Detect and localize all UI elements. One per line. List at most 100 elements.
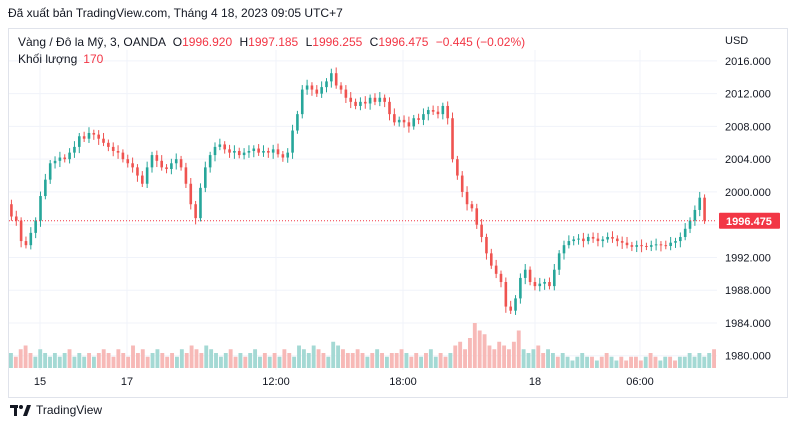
candle-body bbox=[257, 148, 260, 153]
candle-body bbox=[489, 253, 493, 266]
candle-body bbox=[533, 282, 537, 287]
volume-bar bbox=[687, 353, 692, 368]
candle-body bbox=[422, 114, 425, 120]
volume-bar bbox=[526, 353, 531, 368]
candle-body bbox=[363, 101, 367, 104]
volume-bar bbox=[189, 345, 194, 368]
y-tick-label: 1984.000 bbox=[725, 318, 771, 330]
candle-body bbox=[170, 163, 173, 170]
volume-bar bbox=[599, 356, 604, 368]
volume-bar bbox=[692, 356, 697, 368]
close-label: C bbox=[369, 35, 379, 49]
candle-body bbox=[97, 134, 100, 139]
candle-body bbox=[538, 283, 542, 287]
candle-body bbox=[291, 130, 294, 153]
tradingview-brand[interactable]: TradingView bbox=[10, 403, 102, 417]
candle-body bbox=[174, 159, 178, 164]
change-value: −0.445 (−0.02%) bbox=[435, 35, 526, 49]
volume-bar bbox=[62, 353, 67, 368]
candle-body bbox=[470, 204, 474, 209]
candle-body bbox=[237, 150, 241, 156]
y-tick-label: 1980.000 bbox=[725, 351, 771, 363]
candle-body bbox=[262, 150, 265, 153]
volume-bar bbox=[301, 349, 306, 368]
candle-body bbox=[693, 209, 697, 221]
volume-bar bbox=[487, 345, 492, 368]
candle-body bbox=[184, 167, 188, 184]
volume-bar bbox=[311, 345, 316, 368]
candle-body bbox=[121, 152, 125, 160]
volume-bar bbox=[170, 353, 175, 368]
volume-bar bbox=[262, 353, 267, 368]
chart-frame[interactable] bbox=[8, 28, 788, 398]
candle-body bbox=[674, 241, 677, 243]
volume-bar bbox=[492, 349, 497, 368]
candle-body bbox=[383, 97, 386, 102]
volume-bar bbox=[467, 338, 472, 368]
candle-body bbox=[233, 150, 236, 153]
volume-bar bbox=[194, 349, 199, 368]
publish-caption: Đã xuất bản TradingView.com, Tháng 4 18,… bbox=[8, 6, 343, 20]
volume-bar bbox=[531, 349, 536, 368]
volume-bar bbox=[233, 356, 238, 368]
candle-body bbox=[29, 232, 33, 246]
volume-bar bbox=[458, 341, 463, 368]
volume-bar bbox=[228, 349, 233, 368]
candle-body bbox=[140, 175, 144, 184]
x-tick-label: 06:00 bbox=[626, 376, 654, 388]
candle-body bbox=[252, 148, 256, 151]
x-tick-label: 17 bbox=[121, 376, 133, 388]
volume-bar bbox=[160, 353, 165, 368]
volume-bar bbox=[238, 353, 243, 368]
candle-body bbox=[625, 242, 629, 246]
volume-bar bbox=[145, 356, 150, 368]
candle-body bbox=[683, 228, 687, 237]
x-tick-label: 12:00 bbox=[262, 376, 290, 388]
last-price-label: 1996.475 bbox=[726, 216, 772, 228]
volume-bar bbox=[267, 356, 272, 368]
candle-body bbox=[616, 238, 619, 242]
volume-bar bbox=[653, 356, 658, 368]
candle-body bbox=[485, 236, 488, 254]
candle-body bbox=[165, 167, 168, 170]
volume-bar bbox=[253, 349, 258, 368]
volume-bar bbox=[648, 353, 653, 368]
y-tick-label: 2004.000 bbox=[725, 154, 771, 166]
volume-bar bbox=[560, 353, 565, 368]
volume-bar bbox=[565, 356, 570, 368]
volume-bar bbox=[663, 356, 668, 368]
candle-body bbox=[150, 155, 154, 168]
volume-bar bbox=[155, 349, 160, 368]
candle-body bbox=[388, 101, 391, 115]
volume-bar bbox=[23, 345, 28, 368]
volume-bar bbox=[419, 356, 424, 368]
candle-body bbox=[649, 245, 653, 247]
candle-body bbox=[247, 150, 251, 153]
volume-bar bbox=[448, 353, 453, 368]
volume-bar bbox=[345, 353, 350, 368]
candle-body bbox=[475, 208, 479, 225]
volume-bar bbox=[101, 349, 106, 368]
currency-label[interactable]: USD bbox=[725, 35, 749, 47]
volume-legend: Khối lượng 170 bbox=[18, 52, 103, 66]
volume-bar bbox=[214, 353, 218, 368]
open-value: 1996.920 bbox=[182, 35, 233, 49]
candle-body bbox=[145, 167, 149, 184]
candle-body bbox=[417, 118, 420, 120]
candle-body bbox=[82, 136, 86, 139]
volume-bar bbox=[575, 356, 580, 368]
volume-bar bbox=[297, 345, 301, 368]
volume-bar bbox=[585, 356, 590, 368]
candle-body bbox=[441, 105, 445, 115]
volume-bar bbox=[179, 349, 184, 368]
candle-body bbox=[499, 273, 503, 283]
volume-bar bbox=[399, 349, 404, 368]
volume-bar bbox=[507, 349, 511, 368]
candle-body bbox=[640, 245, 643, 247]
x-tick-label: 18 bbox=[529, 376, 541, 388]
volume-bar bbox=[394, 353, 399, 368]
symbol-label[interactable]: Vàng / Đô la Mỹ, 3, OANDA bbox=[18, 35, 166, 49]
volume-bar bbox=[243, 356, 248, 368]
candle-body bbox=[557, 253, 561, 270]
